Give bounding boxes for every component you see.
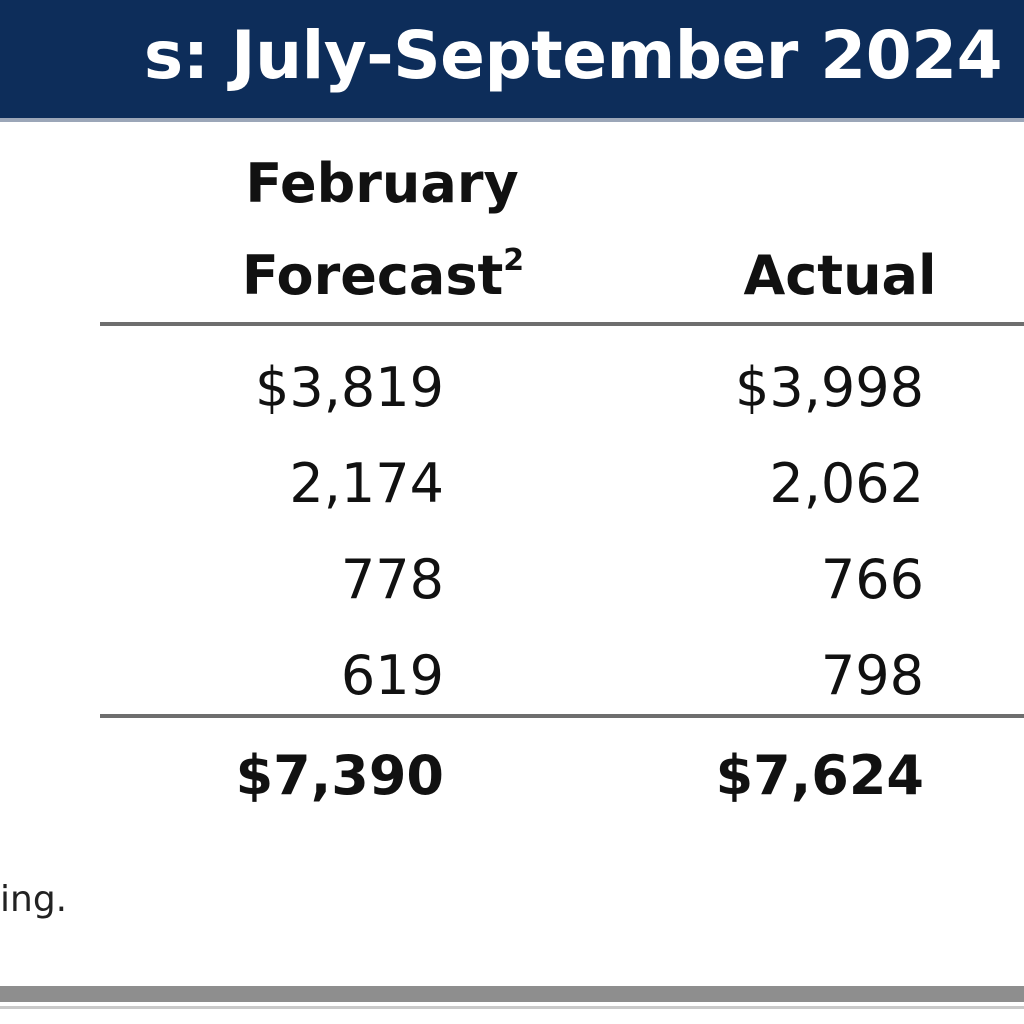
footer-bar	[0, 986, 1024, 1002]
table-cell-forecast: 619	[340, 644, 444, 707]
table-cell-forecast: 2,174	[289, 452, 444, 515]
header-rule	[100, 322, 1024, 326]
page-title: s: July-September 2024	[143, 17, 1003, 94]
total-actual: $7,624	[715, 744, 924, 807]
table-cell-forecast: 778	[340, 548, 444, 611]
footer-divider	[0, 1006, 1024, 1009]
table-cell-actual: $3,998	[735, 356, 924, 419]
table-cell-forecast: $3,819	[255, 356, 444, 419]
total-forecast: $7,390	[235, 744, 444, 807]
footnote-text: ing.	[0, 879, 68, 920]
table-cell-actual: 2,062	[769, 452, 924, 515]
total-rule	[100, 714, 1024, 718]
forecast-header-label: Forecast	[241, 244, 504, 307]
forecast-header-line2: Forecast2	[228, 244, 538, 308]
title-bar: s: July-September 2024	[0, 0, 1024, 122]
footnote-marker: 2	[503, 243, 525, 278]
table-cell-actual: 798	[820, 644, 924, 707]
actual-header: Actual	[743, 244, 937, 307]
forecast-header-line1: February	[245, 152, 519, 215]
table-cell-actual: 766	[820, 548, 924, 611]
